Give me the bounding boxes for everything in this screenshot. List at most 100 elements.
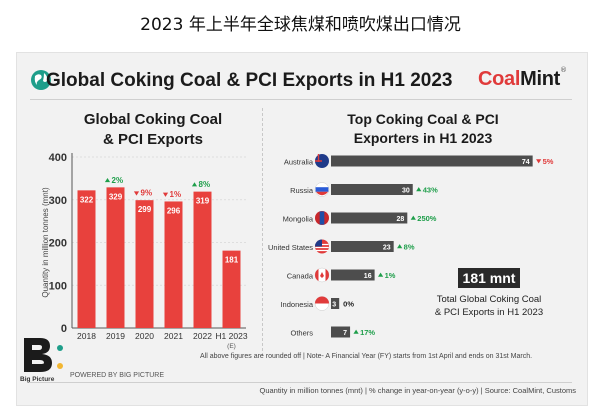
right-category-label: Russia — [290, 186, 314, 195]
brand-registered-mark: ® — [560, 66, 567, 74]
down-arrow-icon — [162, 192, 169, 197]
right-category-label: Australia — [284, 158, 314, 167]
canada-flag-bands — [315, 269, 329, 281]
right-bar — [331, 298, 340, 309]
right-bar-change-label: 0% — [343, 300, 354, 309]
left-x-tick-label: 2020 — [135, 331, 154, 341]
right-bar-change-label: 17% — [360, 328, 375, 337]
footer-divider — [30, 382, 572, 383]
left-x-tick-label: 2019 — [106, 331, 125, 341]
left-chart-title-line2: & PCI Exports — [102, 131, 204, 148]
left-chart-title-line1: Global Coking Coal — [83, 111, 223, 128]
right-bar — [331, 269, 375, 281]
section-divider — [262, 108, 263, 356]
right-bar — [331, 212, 408, 224]
canada-flag-leaf — [320, 272, 324, 278]
right-bar-change-label: 5% — [543, 157, 554, 166]
right-bar-value-label: 28 — [397, 216, 405, 223]
left-bar-value-label: 319 — [196, 197, 210, 206]
usa-flag-canton — [315, 239, 322, 247]
mongolia-flag-band — [319, 211, 325, 225]
total-exports-caption-line1: Total Global Coking Coal — [436, 294, 542, 305]
up-arrow-icon — [353, 329, 359, 334]
left-chart-title: Global Coking Coal & PCI Exports — [60, 110, 246, 150]
down-arrow-icon — [536, 159, 542, 164]
australia-flag-cross — [315, 154, 322, 162]
up-arrow-icon — [416, 187, 422, 192]
left-bar — [135, 200, 154, 328]
left-bar-change-label: 9% — [141, 189, 153, 198]
right-bar-change-label: 1% — [385, 271, 396, 280]
left-bar-value-label: 329 — [109, 192, 123, 201]
total-exports-caption-line2: & PCI Exports in H1 2023 — [434, 307, 544, 318]
right-bar-value-label: 16 — [364, 273, 372, 280]
left-bar-value-label: 181 — [225, 256, 239, 265]
source-line: Quantity in million tonnes (mnt) | % cha… — [259, 386, 576, 395]
right-chart-title: Top Coking Coal & PCI Exporters in H1 20… — [330, 110, 516, 148]
left-y-tick-label: 300 — [49, 195, 67, 207]
left-bar — [106, 187, 125, 328]
russia-flag-stripe-blue — [315, 187, 329, 192]
left-x-tick-label: 2021 — [164, 331, 183, 341]
up-arrow-icon — [397, 244, 403, 249]
right-bar-value-label: 30 — [402, 188, 410, 195]
right-bar — [331, 326, 351, 338]
down-arrow-icon — [133, 191, 140, 196]
left-bar-change-label: 1% — [170, 190, 182, 199]
right-category-label: Indonesia — [280, 300, 313, 309]
russia-flag-stripe-red — [316, 191, 328, 196]
right-category-label: Others — [290, 329, 313, 338]
right-chart-title-line2: Exporters in H1 2023 — [353, 130, 493, 146]
left-y-tick-label: 100 — [49, 280, 67, 292]
page-title: 2023 年上半年全球焦煤和喷吹煤出口情况 — [140, 15, 461, 35]
left-y-tick-label: 400 — [49, 152, 67, 164]
left-x-tick-label: 2018 — [77, 331, 96, 341]
left-x-tick-label: 2022 — [193, 331, 212, 341]
big-picture-wordmark: Big Picture — [20, 376, 55, 383]
up-arrow-icon — [191, 182, 198, 187]
left-y-axis-label: Quantity in million tonnes (mnt) — [41, 187, 50, 298]
right-bar-change-label: 43% — [423, 186, 438, 195]
globe-icon — [31, 70, 51, 90]
right-bar-value-label: 74 — [522, 159, 530, 166]
left-y-tick-label: 0 — [61, 323, 67, 335]
header-title: Global Coking Coal & PCI Exports in H1 2… — [46, 70, 453, 91]
left-bar-value-label: 299 — [138, 205, 152, 214]
up-arrow-icon — [378, 272, 384, 277]
up-arrow-icon — [410, 215, 416, 220]
total-exports-value: 181 mnt — [458, 268, 520, 288]
left-bar-change-label: 8% — [199, 180, 211, 189]
right-bar-change-label: 8% — [404, 243, 415, 252]
right-bar — [331, 241, 394, 252]
indonesia-flag-red-half — [315, 296, 329, 304]
header-divider — [30, 99, 572, 100]
up-arrow-icon — [104, 177, 111, 183]
right-category-label: Mongolia — [283, 215, 314, 224]
right-bar-value-label: 23 — [383, 245, 391, 252]
right-bar-change-label: 250% — [417, 214, 437, 223]
total-exports-caption: Total Global Coking Coal & PCI Exports i… — [430, 293, 548, 319]
brand-logo: CoalMint — [478, 68, 560, 91]
left-x-tick-note: (E) — [227, 343, 236, 350]
right-bar-value-label: 3 — [332, 302, 336, 309]
left-bar — [222, 250, 241, 328]
right-category-label: United States — [268, 243, 313, 252]
powered-by: POWERED BY BIG PICTURE — [70, 372, 164, 379]
footnote: All above figures are rounded off | Note… — [200, 353, 533, 360]
right-chart-title-line1: Top Coking Coal & PCI — [347, 111, 499, 127]
left-bar-value-label: 296 — [167, 206, 181, 215]
left-bar — [77, 190, 96, 328]
right-bar — [331, 184, 413, 195]
left-bar-value-label: 322 — [80, 195, 94, 204]
right-bar-value-label: 7 — [343, 330, 347, 337]
left-x-tick-label: H1 2023 — [215, 331, 247, 341]
left-bar-change-label: 2% — [112, 176, 124, 185]
big-picture-logo — [24, 338, 63, 372]
left-bar — [164, 201, 183, 328]
right-category-label: Canada — [287, 272, 314, 281]
brand-logo-part2: Mint — [520, 68, 561, 90]
left-bar — [193, 191, 212, 328]
left-y-tick-label: 200 — [49, 238, 67, 250]
